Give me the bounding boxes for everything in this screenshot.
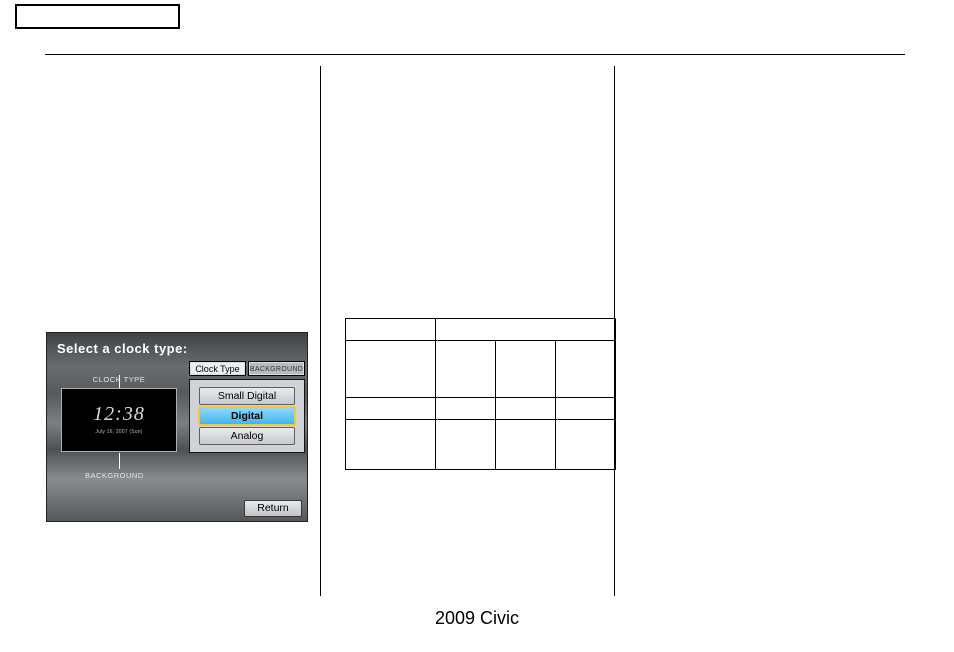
table-cell xyxy=(346,341,436,398)
table-row xyxy=(346,420,616,470)
clock-preview-panel: CLOCK TYPE 12:38 July 16, 2007 (Sun) xyxy=(61,375,177,452)
table-cell xyxy=(556,420,616,470)
table-cell xyxy=(346,420,436,470)
table-cell xyxy=(346,398,436,420)
option-analog[interactable]: Analog xyxy=(199,427,295,445)
table-cell xyxy=(496,420,556,470)
table-cell xyxy=(436,398,496,420)
tab-clock-type[interactable]: Clock Type xyxy=(189,361,246,376)
table-row xyxy=(346,398,616,420)
header-blank-box xyxy=(15,4,180,29)
clock-preview: 12:38 July 16, 2007 (Sun) xyxy=(61,388,177,452)
clock-type-label: CLOCK TYPE xyxy=(61,375,177,384)
table-cell xyxy=(556,398,616,420)
table-cell xyxy=(496,341,556,398)
clock-options-panel: Clock Type BACKGROUND Small Digital Digi… xyxy=(189,361,305,453)
spec-table xyxy=(345,318,616,470)
return-button[interactable]: Return xyxy=(244,500,302,517)
callout-line-bottom xyxy=(119,453,120,469)
background-label: BACKGROUND xyxy=(85,471,144,480)
options-list: Small Digital Digital Analog xyxy=(189,379,305,453)
table-cell xyxy=(436,341,496,398)
table-cell xyxy=(556,341,616,398)
option-digital[interactable]: Digital xyxy=(199,407,295,425)
clock-type-screenshot: Select a clock type: CLOCK TYPE 12:38 Ju… xyxy=(46,332,308,522)
column-divider-left xyxy=(320,66,321,596)
horizontal-rule xyxy=(45,54,905,55)
table-cell xyxy=(346,319,436,341)
table-row xyxy=(346,319,616,341)
table-cell xyxy=(436,420,496,470)
footer-model-year: 2009 Civic xyxy=(0,608,954,629)
clock-date: July 16, 2007 (Sun) xyxy=(62,429,176,435)
tab-background[interactable]: BACKGROUND xyxy=(248,361,305,376)
device-title: Select a clock type: xyxy=(57,341,188,356)
table-row xyxy=(346,341,616,398)
table-cell xyxy=(496,398,556,420)
tab-row: Clock Type BACKGROUND xyxy=(189,361,305,376)
option-small-digital[interactable]: Small Digital xyxy=(199,387,295,405)
clock-time: 12:38 xyxy=(62,403,176,426)
table-cell xyxy=(436,319,616,341)
